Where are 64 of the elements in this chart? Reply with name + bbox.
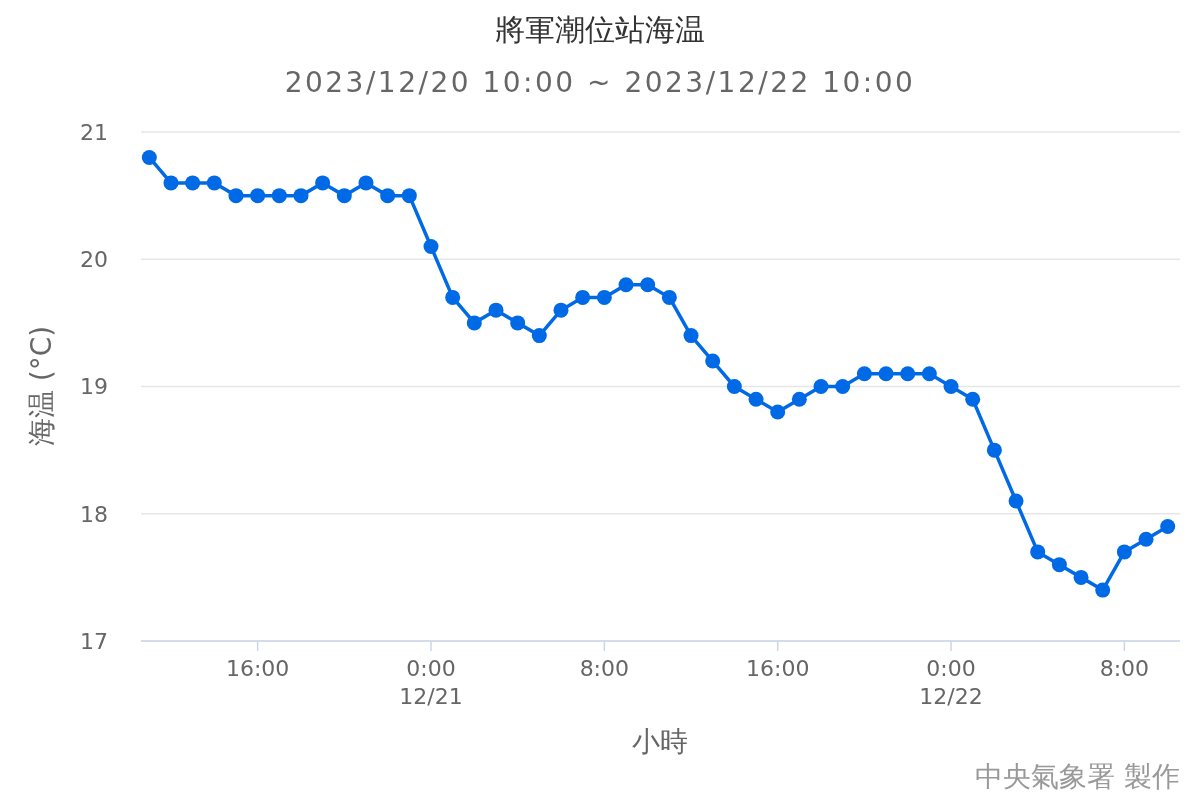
point [1138,531,1154,547]
x-tick-label: 0:00 12/22 [919,656,983,709]
point [271,188,287,204]
point [900,366,916,382]
point [748,391,764,407]
point [1073,569,1089,585]
x-axis-title: 小時 [632,725,688,759]
x-tick-label: 8:00 [1099,656,1150,681]
point [401,188,417,204]
point [1008,493,1024,509]
point [553,302,569,318]
point [228,188,244,204]
point [575,289,591,305]
point [986,442,1002,458]
point [185,175,201,191]
chart-subtitle: 2023/12/20 10:00 ~ 2023/12/22 10:00 [283,65,917,101]
x-tick-label: 8:00 [579,656,630,681]
point [770,404,786,420]
chart-title: 將軍潮位站海温 [494,11,706,49]
x-tick-label: 16:00 [225,656,290,681]
point [488,302,504,318]
point [1095,582,1111,598]
point [683,328,699,344]
point [835,379,851,394]
point [380,188,396,204]
point [661,289,677,305]
y-tick-label: 18 [80,501,108,527]
point [791,391,807,407]
point [423,239,439,255]
point [640,277,656,293]
point [965,391,981,407]
point [510,315,526,331]
point [1160,518,1176,534]
y-tick-label: 20 [80,247,108,273]
point [336,188,352,204]
point [1051,557,1067,573]
text: 中央氣象署 製作 [975,760,1180,794]
y-tick-label: 19 [80,374,108,400]
point [1030,544,1046,560]
point [466,315,482,331]
point [445,289,461,305]
point [315,175,331,191]
y-axis-title: 海温 (°C) [25,325,59,447]
y-tick-label: 17 [80,628,108,654]
point [856,366,872,382]
point [163,175,179,191]
point [813,379,829,394]
point [531,328,547,344]
point [293,188,309,204]
point [1116,544,1132,560]
point [206,175,222,191]
y-tick-label: 21 [80,119,108,145]
point [596,289,612,305]
x-tick-label: 0:00 12/21 [399,656,463,709]
point [726,379,742,394]
point [141,149,157,165]
point [618,277,634,293]
point [250,188,266,204]
point [943,379,959,394]
x-tick-label: 16:00 [745,656,810,681]
point [358,175,374,191]
point [705,353,721,369]
point [878,366,894,382]
point [921,366,937,382]
